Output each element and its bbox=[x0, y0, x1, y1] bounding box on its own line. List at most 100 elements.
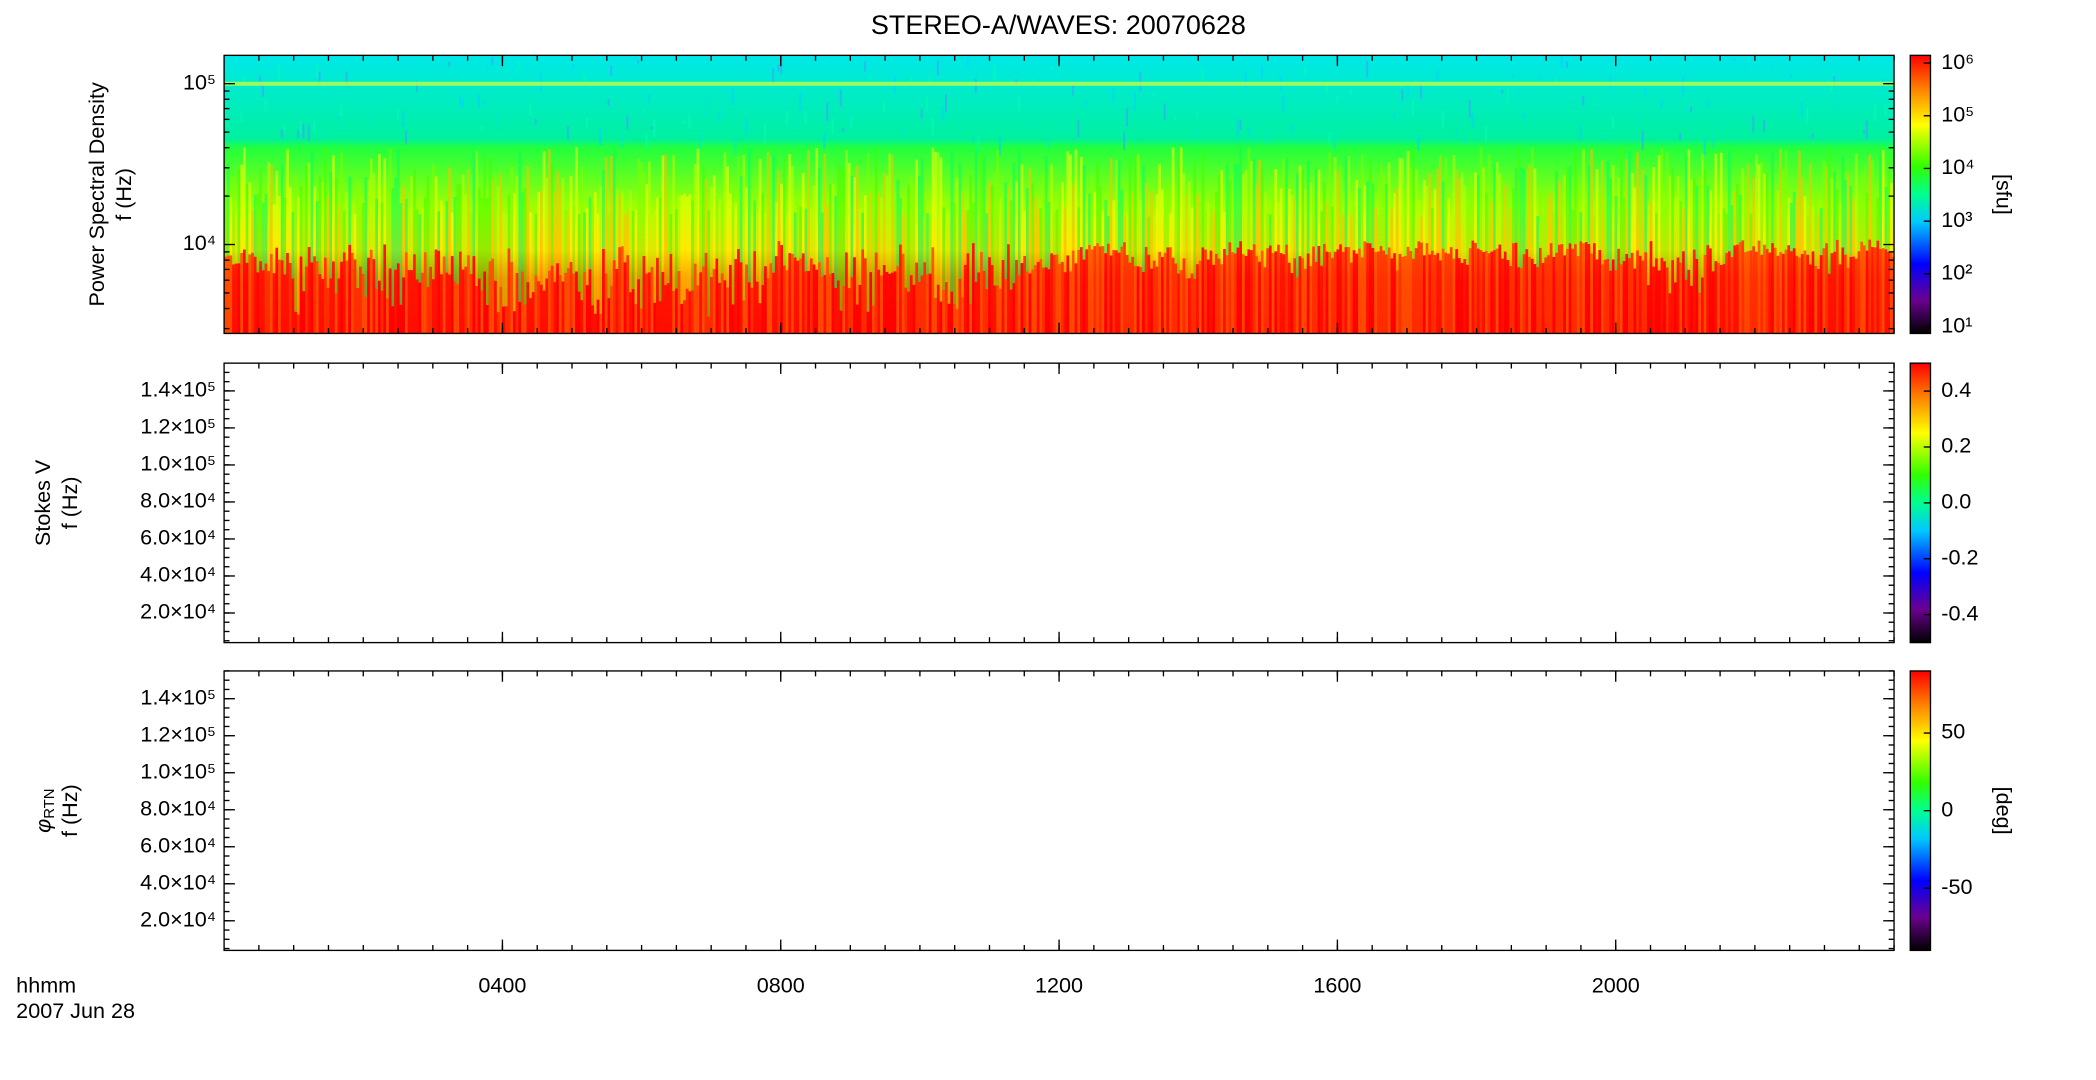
spectrogram-texture bbox=[334, 293, 338, 334]
spectrogram-texture bbox=[737, 249, 740, 334]
spectrogram-texture bbox=[1201, 247, 1205, 334]
spectrogram-texture bbox=[1838, 202, 1842, 265]
spectrogram-texture bbox=[261, 202, 265, 271]
spectrogram-texture bbox=[1833, 171, 1836, 252]
spectrogram-texture bbox=[785, 270, 789, 334]
spectrogram-texture bbox=[1655, 212, 1658, 259]
spectrogram-texture bbox=[399, 202, 403, 305]
spectrogram-texture bbox=[869, 192, 873, 273]
spectrogram-texture bbox=[1700, 277, 1704, 334]
spectrogram-texture bbox=[1368, 116, 1371, 120]
spectrogram-texture bbox=[1247, 127, 1250, 136]
spectrogram-texture bbox=[699, 272, 702, 334]
spectrogram-texture bbox=[1155, 194, 1159, 267]
spectrogram-texture bbox=[1733, 245, 1737, 334]
spectrogram-texture bbox=[834, 287, 837, 334]
spectrogram-texture bbox=[1252, 158, 1256, 245]
spectrogram-texture bbox=[1854, 153, 1858, 259]
spectrogram-texture bbox=[321, 182, 324, 280]
spectrogram-texture bbox=[812, 264, 816, 334]
spectrogram-texture bbox=[809, 61, 813, 67]
spectrogram-texture bbox=[1827, 273, 1831, 334]
spectrogram-texture bbox=[1333, 251, 1337, 334]
y-tick-label: 1.2×10⁵ bbox=[140, 721, 216, 746]
spectrogram-texture bbox=[1198, 260, 1202, 334]
spectrogram-texture bbox=[1744, 252, 1747, 334]
spectrogram-texture bbox=[334, 177, 338, 294]
spectrogram-texture bbox=[1811, 251, 1815, 334]
spectrogram-texture bbox=[1263, 192, 1267, 268]
spectrogram-texture bbox=[1857, 200, 1861, 252]
spectrogram-texture bbox=[1560, 194, 1564, 244]
spectrogram-texture bbox=[1160, 189, 1164, 258]
spectrogram-texture bbox=[869, 77, 872, 81]
spectrogram-texture bbox=[566, 126, 570, 140]
spectrogram-texture bbox=[1830, 177, 1834, 254]
spectrogram-texture bbox=[1493, 90, 1496, 94]
spectrogram-texture bbox=[550, 163, 554, 266]
spectrogram-texture bbox=[955, 177, 959, 309]
spectrogram-texture bbox=[931, 147, 935, 248]
spectrogram-texture bbox=[737, 156, 740, 250]
spectrogram-texture bbox=[1152, 214, 1156, 261]
spectrogram-texture bbox=[1390, 258, 1394, 334]
spectrogram-texture bbox=[356, 180, 360, 289]
spectrogram-texture bbox=[1781, 169, 1785, 254]
spectrogram-texture bbox=[985, 289, 989, 334]
spectrogram-texture bbox=[885, 175, 889, 272]
spectrogram-texture bbox=[1436, 168, 1440, 254]
spectrogram-texture bbox=[340, 104, 343, 117]
spectrogram-texture bbox=[418, 282, 422, 334]
spectrogram-texture bbox=[915, 262, 918, 334]
spectrogram-texture bbox=[1800, 101, 1803, 118]
spectrogram-texture bbox=[1112, 200, 1116, 251]
spectrogram-texture bbox=[993, 172, 997, 286]
spectrogram-texture bbox=[1876, 197, 1880, 241]
x-axis-label: hhmm bbox=[16, 973, 76, 998]
spectrogram-texture bbox=[302, 123, 305, 139]
y-axis-label: φRTN bbox=[30, 789, 58, 833]
spectrogram-texture bbox=[1139, 71, 1142, 92]
spectrogram-texture bbox=[1547, 196, 1550, 256]
spectrogram-texture bbox=[620, 246, 624, 334]
spectrogram-texture bbox=[766, 151, 770, 279]
spectrogram-texture bbox=[799, 92, 802, 111]
spectrogram-texture bbox=[836, 280, 840, 334]
spectrogram-texture bbox=[1601, 134, 1604, 139]
spectrogram-texture bbox=[318, 274, 322, 334]
spectrogram-texture bbox=[502, 58, 505, 70]
spectrogram-texture bbox=[1436, 253, 1440, 334]
spectrogram-texture bbox=[1817, 89, 1820, 94]
spectrogram-texture bbox=[396, 148, 400, 264]
spectrogram-texture bbox=[1463, 185, 1467, 260]
spectrogram-texture bbox=[1633, 187, 1637, 269]
spectrogram-texture bbox=[1174, 263, 1178, 334]
spectrogram-texture bbox=[1004, 182, 1008, 280]
spectrogram-texture bbox=[620, 190, 624, 247]
spectrogram-texture bbox=[1295, 277, 1299, 334]
spectrogram-texture bbox=[842, 127, 845, 132]
spectrogram-texture bbox=[1565, 61, 1569, 68]
spectrogram-texture bbox=[1676, 257, 1680, 334]
spectrogram-texture bbox=[1312, 196, 1315, 247]
spectrogram-texture bbox=[1123, 242, 1126, 334]
spectrogram-texture bbox=[693, 263, 697, 334]
spectrogram-texture bbox=[1649, 202, 1653, 242]
spectrogram-texture bbox=[799, 258, 802, 334]
spectrogram-texture bbox=[1854, 258, 1858, 334]
spectrogram-texture bbox=[998, 135, 1002, 156]
spectrogram-texture bbox=[1004, 279, 1008, 334]
spectrogram-texture bbox=[796, 260, 800, 334]
spectrogram-texture bbox=[888, 273, 891, 334]
spectrogram-texture bbox=[437, 211, 441, 251]
spectrogram-texture bbox=[485, 305, 489, 334]
spectrogram-texture bbox=[1466, 264, 1469, 334]
spectrogram-texture bbox=[647, 94, 651, 104]
spectrogram-texture bbox=[1341, 251, 1345, 334]
spectrogram-texture bbox=[1790, 73, 1793, 78]
spectrogram-texture bbox=[1625, 159, 1629, 254]
colorbar-tick-label: -0.4 bbox=[1941, 600, 1978, 625]
spectrogram-texture bbox=[1403, 256, 1407, 334]
spectrogram-texture bbox=[1366, 60, 1369, 78]
spectrogram-texture bbox=[1452, 258, 1456, 334]
